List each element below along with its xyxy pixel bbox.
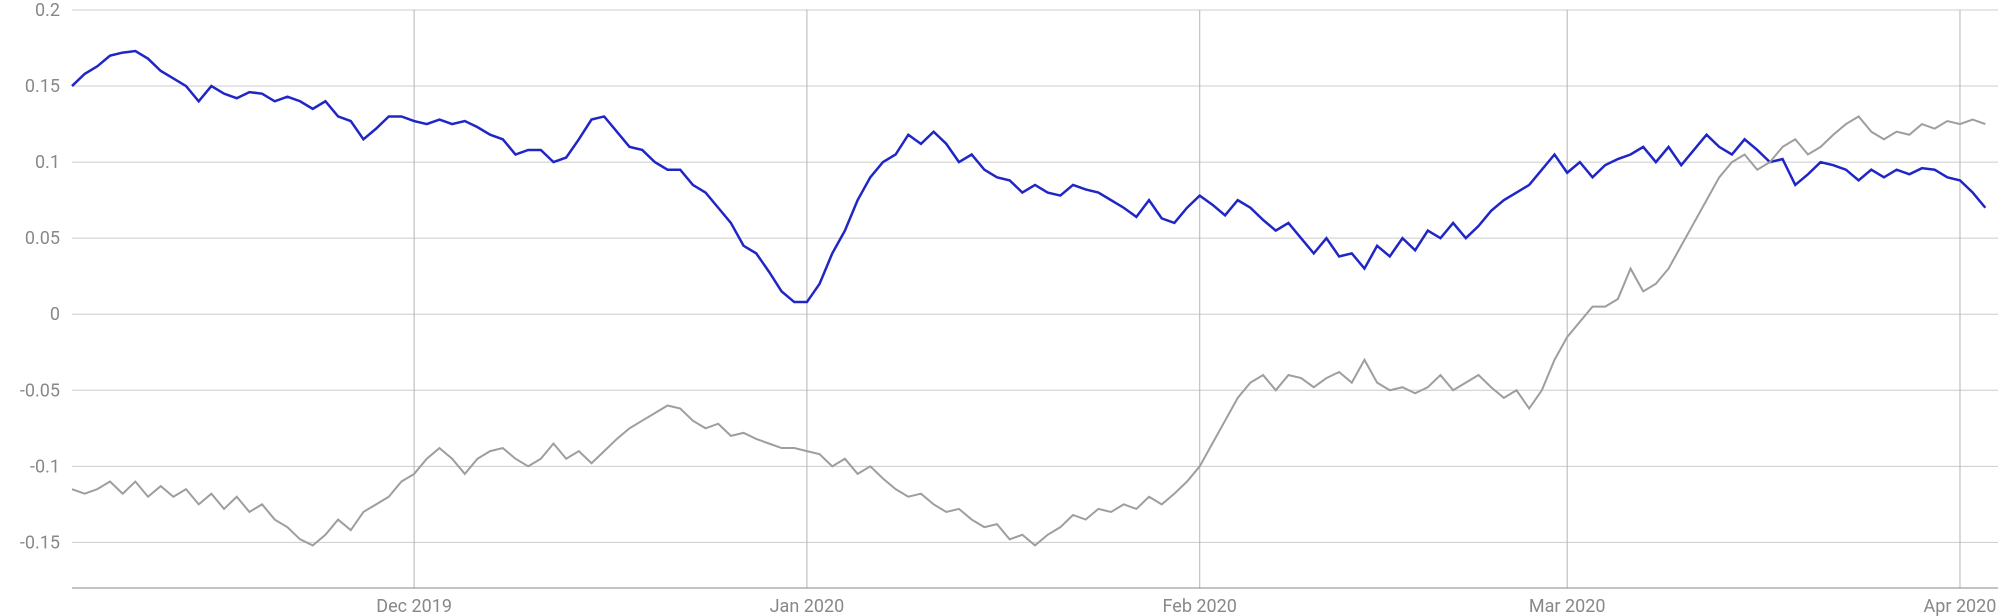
y-tick-label: -0.15	[20, 532, 60, 553]
x-tick-label: Dec 2019	[376, 596, 452, 616]
y-tick-label: 0.2	[35, 0, 60, 21]
y-tick-label: 0.15	[25, 76, 60, 97]
line-series-a	[72, 51, 1985, 302]
y-tick-label: -0.05	[20, 380, 60, 401]
y-tick-label: -0.1	[30, 456, 60, 477]
y-tick-label: 0.1	[35, 152, 60, 173]
y-tick-label: 0.05	[25, 228, 60, 249]
timeseries-chart: -0.15 -0.1 -0.05 0 0.05 0.1 0.15 0.2 Dec 2019 Jan…	[0, 0, 2011, 616]
chart-svg: -0.15 -0.1 -0.05 0 0.05 0.1 0.15 0.2 Dec 2019 Jan…	[0, 0, 2011, 616]
x-tick-label: Apr 2020	[1924, 596, 1997, 616]
x-tick-label: Feb 2020	[1163, 596, 1237, 616]
x-tick-label: Mar 2020	[1529, 596, 1606, 616]
y-tick-label: 0	[50, 304, 60, 325]
line-series-b	[72, 116, 1985, 545]
x-tick-label: Jan 2020	[770, 596, 845, 616]
